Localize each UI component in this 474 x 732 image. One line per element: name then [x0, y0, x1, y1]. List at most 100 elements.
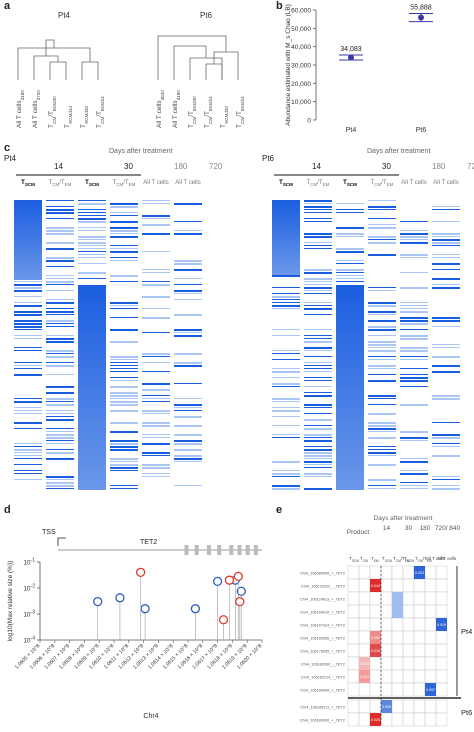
heatmap-line — [368, 425, 396, 427]
heatmap-line — [368, 359, 396, 360]
panel-b-chart: 0 10,000 20,000 30,000 40,000 50,000 60,000Abu… — [285, 4, 433, 134]
heatmap-line — [110, 275, 138, 277]
heatmap-line — [304, 269, 332, 271]
heatmap-column — [14, 200, 42, 490]
grid-cell — [380, 578, 393, 593]
data-point — [135, 567, 146, 577]
heatmap-line — [46, 374, 74, 375]
heatmap-line — [304, 419, 332, 421]
heatmap-line — [400, 458, 428, 459]
panel-d-chart: TSS TET2 10-1 10-2 10-3 10-4 log10(Max relativ… — [7, 529, 263, 720]
heatmap-line — [142, 437, 170, 438]
heatmap-line — [400, 242, 428, 244]
heatmap-line — [368, 311, 396, 313]
grid-cell — [413, 591, 426, 606]
grid-cell — [369, 699, 382, 714]
heatmap-line — [272, 398, 300, 400]
heatmap-line — [272, 425, 300, 426]
heatmap-line — [174, 329, 202, 331]
heatmap-line — [110, 236, 138, 238]
heatmap-line — [304, 278, 332, 280]
heatmap-line — [304, 407, 332, 408]
grid-cell — [380, 617, 393, 632]
y-tick-label: 10-3 — [23, 610, 35, 619]
grid-cell — [391, 643, 404, 658]
heatmap-line — [272, 488, 300, 490]
value-cell — [370, 579, 381, 592]
dendrogram-leaf-label: All T cellsd180 — [16, 90, 25, 128]
heatmap-line — [304, 338, 332, 339]
heatmap-line — [368, 254, 396, 256]
heatmap-line — [368, 242, 396, 244]
heatmap-line — [368, 227, 396, 229]
column-label: TCM/TEM — [370, 180, 394, 188]
heatmap-line — [336, 233, 364, 235]
heatmap-block — [336, 285, 364, 490]
heatmap-line — [432, 242, 460, 244]
heatmap-line — [336, 272, 364, 273]
day-label: 180 — [432, 162, 446, 171]
grid-cell — [413, 682, 426, 697]
grid-cell — [402, 591, 415, 606]
heatmap-line — [400, 404, 428, 406]
heatmap-line — [14, 410, 42, 411]
grid-cell — [391, 669, 404, 684]
heatmap-column — [174, 200, 202, 490]
heatmap-line — [174, 440, 202, 442]
heatmap-line — [110, 398, 138, 399]
heatmap-line — [432, 356, 460, 358]
heatmap-line — [368, 302, 396, 304]
grid-cell — [358, 682, 371, 697]
value-cell — [370, 631, 381, 644]
heatmap-line — [400, 317, 428, 319]
heatmap-line — [368, 209, 396, 210]
value-cell — [414, 566, 425, 579]
grid-cell — [358, 643, 371, 658]
dendrogram-leaf-label: TCM/TEMd14 — [236, 96, 245, 128]
heatmap-line — [46, 392, 74, 394]
heatmap-line — [174, 293, 202, 294]
heatmap-line — [272, 308, 300, 309]
grid-cell — [380, 682, 393, 697]
heatmap-line — [304, 464, 332, 465]
data-label: 34,083 — [340, 46, 362, 53]
heatmap-line — [304, 290, 332, 291]
heatmap-line — [110, 362, 138, 363]
heatmap-line — [368, 413, 396, 415]
column-label: TCM/TEM — [393, 556, 410, 563]
heatmap-line — [46, 419, 74, 421]
value-cell — [359, 657, 370, 670]
heatmap-line — [432, 287, 460, 289]
heatmap-line — [304, 287, 332, 289]
heatmap-line — [174, 410, 202, 411]
grid-cell — [391, 682, 404, 697]
heatmap-line — [304, 248, 332, 249]
heatmap-line — [14, 329, 42, 330]
heatmap-line — [304, 281, 332, 282]
grid-cell — [358, 578, 371, 593]
heatmap-line — [304, 293, 332, 294]
heatmap-line — [46, 434, 74, 436]
heatmap-line — [400, 386, 428, 387]
column-label: All T cells — [426, 556, 446, 561]
heatmap-line — [110, 464, 138, 466]
heatmap-line — [110, 317, 138, 318]
heatmap-line — [432, 479, 460, 480]
heatmap-line — [14, 287, 42, 289]
heatmap-line — [46, 209, 74, 211]
row-label: Chr4_106123322_-_TET2 — [301, 585, 345, 589]
value-cell-label: 0.025 — [371, 718, 380, 722]
dendrogram-branch — [213, 51, 239, 80]
heatmap-line — [110, 377, 138, 378]
heatmap-line — [174, 461, 202, 462]
heatmap-line — [400, 323, 428, 325]
heatmap-line — [78, 221, 106, 223]
heatmap-line — [272, 434, 300, 435]
heatmap-line — [368, 305, 396, 307]
heatmap-line — [432, 209, 460, 210]
heatmap-line — [14, 428, 42, 429]
heatmap-line — [368, 455, 396, 456]
heatmap-line — [14, 452, 42, 453]
grid-cell — [413, 604, 426, 619]
tss-arrow — [57, 537, 66, 546]
